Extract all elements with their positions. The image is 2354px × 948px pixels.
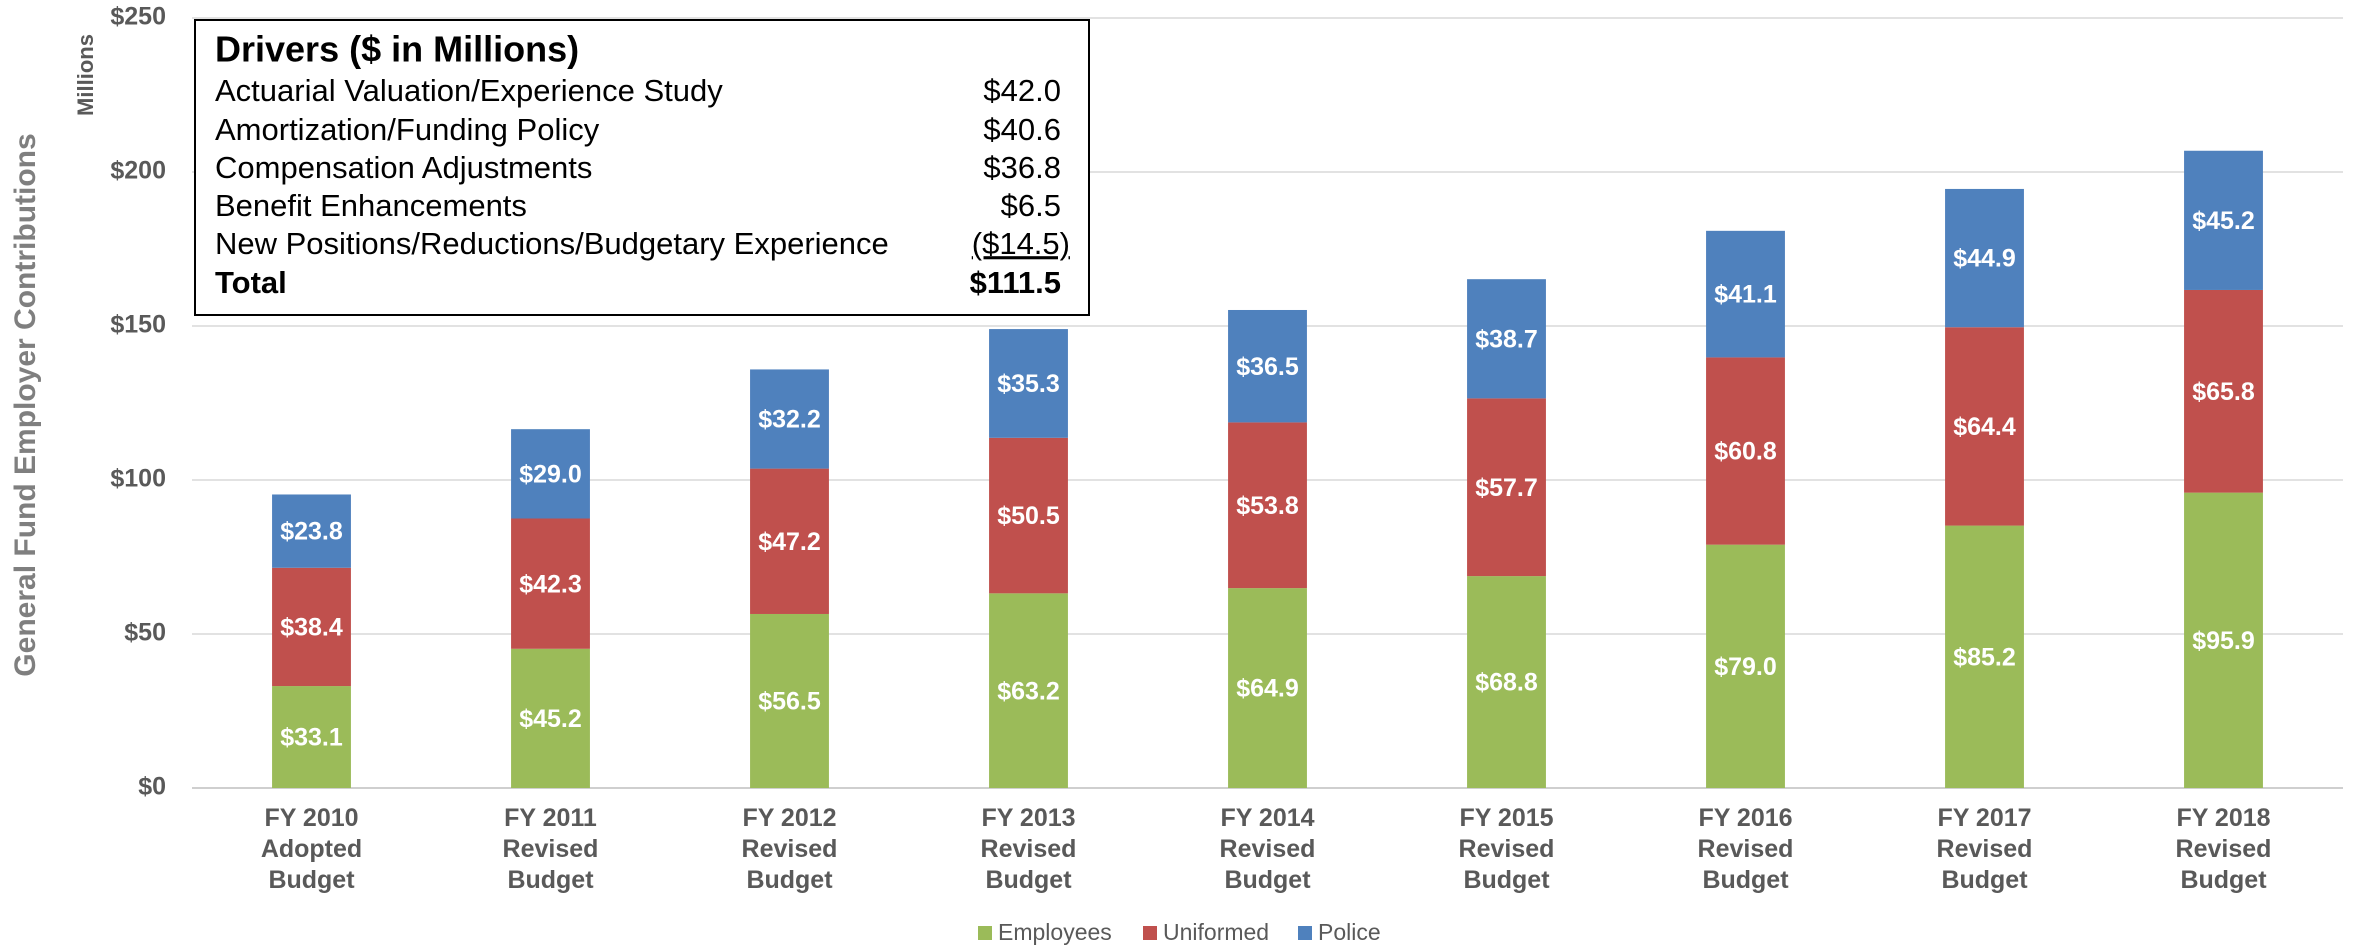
bar-segment: [272, 686, 351, 788]
value-label: $29.0: [519, 460, 582, 488]
x-tick-label: FY 2011 Revised Budget: [503, 804, 599, 894]
drivers-title: Drivers ($ in Millions): [215, 29, 579, 70]
y-axis-title: General Fund Employer Contributions: [9, 133, 42, 676]
value-label: $45.2: [519, 705, 582, 733]
value-label: $53.8: [1236, 492, 1299, 520]
x-tick-label: FY 2010 Adopted Budget: [261, 804, 362, 894]
bar-segment: [511, 518, 590, 649]
bar-segment: [750, 468, 829, 614]
bar-segment: [272, 494, 351, 568]
bar-segment: [750, 613, 829, 788]
y-tick-label: $0: [138, 773, 166, 801]
drivers-box: [194, 19, 1090, 316]
value-label: $45.2: [2192, 207, 2255, 235]
total-value: $111.5: [970, 265, 1061, 300]
driver-value: $42.0: [983, 73, 1061, 108]
bar-segment: [1945, 188, 2024, 328]
x-tick-label: FY 2014 Revised Budget: [1220, 804, 1316, 894]
value-label: $64.9: [1236, 675, 1299, 703]
legend-label: Uniformed: [1163, 919, 1269, 945]
x-tick-label: FY 2018 Revised Budget: [2176, 804, 2272, 894]
driver-label: New Positions/Reductions/Budgetary Exper…: [215, 226, 889, 261]
driver-label: Compensation Adjustments: [215, 150, 592, 185]
y-tick-label: $100: [110, 465, 166, 493]
bar-segment: [750, 369, 829, 469]
y-unit-label: Millions: [73, 34, 98, 116]
bar-segment: [2184, 289, 2263, 493]
y-tick-label: $250: [110, 3, 166, 31]
driver-value: $36.8: [983, 150, 1061, 185]
value-label: $65.8: [2192, 378, 2255, 406]
bar-segment: [2184, 492, 2263, 788]
value-label: $60.8: [1714, 438, 1777, 466]
value-label: $63.2: [997, 677, 1060, 705]
bar-segment: [1706, 544, 1785, 788]
value-label: $79.0: [1714, 653, 1777, 681]
bar-segment: [1945, 327, 2024, 526]
driver-value: $40.6: [983, 112, 1061, 147]
bar-segment: [1945, 525, 2024, 788]
bar-segment: [511, 429, 590, 519]
bar-segment: [1467, 279, 1546, 399]
bar-segment: [989, 593, 1068, 788]
value-label: $36.5: [1236, 353, 1299, 381]
legend-label: Police: [1318, 919, 1381, 945]
x-tick-label: FY 2016 Revised Budget: [1698, 804, 1794, 894]
bar-segment: [989, 329, 1068, 438]
x-tick-label: FY 2015 Revised Budget: [1459, 804, 1555, 894]
y-tick-label: $200: [110, 157, 166, 185]
driver-label: Benefit Enhancements: [215, 188, 527, 223]
legend-label: Employees: [998, 919, 1112, 945]
bar-segment: [989, 437, 1068, 594]
bar-segment: [1706, 357, 1785, 545]
x-tick-label: FY 2012 Revised Budget: [742, 804, 838, 894]
bar-segment: [1467, 576, 1546, 788]
legend-swatch: [978, 926, 992, 940]
x-tick-label: FY 2013 Revised Budget: [981, 804, 1077, 894]
legend-swatch: [1298, 926, 1312, 940]
bar-segment: [1706, 230, 1785, 358]
bar-segment: [1467, 398, 1546, 577]
value-label: $44.9: [1953, 245, 2016, 273]
x-tick-label: FY 2017 Revised Budget: [1937, 804, 2033, 894]
value-label: $47.2: [758, 528, 821, 556]
bar-segment: [272, 567, 351, 687]
value-label: $95.9: [2192, 627, 2255, 655]
y-tick-label: $50: [124, 619, 166, 647]
value-label: $33.1: [280, 724, 343, 752]
value-label: $57.7: [1475, 474, 1538, 502]
value-label: $56.5: [758, 688, 821, 716]
value-label: $41.1: [1714, 281, 1777, 309]
value-label: $35.3: [997, 370, 1060, 398]
bar-segment: [511, 648, 590, 788]
value-label: $38.7: [1475, 325, 1538, 353]
total-label: Total: [215, 265, 287, 300]
value-label: $68.8: [1475, 669, 1538, 697]
driver-label: Actuarial Valuation/Experience Study: [215, 73, 723, 108]
value-label: $38.4: [280, 614, 343, 642]
value-label: $23.8: [280, 518, 343, 546]
y-tick-label: $150: [110, 311, 166, 339]
legend-swatch: [1143, 926, 1157, 940]
value-label: $64.4: [1953, 413, 2016, 441]
bar-segment: [1228, 588, 1307, 788]
value-label: $42.3: [519, 570, 582, 598]
driver-value: $6.5: [1001, 188, 1061, 223]
value-label: $85.2: [1953, 643, 2016, 671]
value-label: $32.2: [758, 406, 821, 434]
bar-segment: [1228, 422, 1307, 589]
driver-label: Amortization/Funding Policy: [215, 112, 600, 147]
bar-segment: [1228, 309, 1307, 423]
value-label: $50.5: [997, 502, 1060, 530]
driver-value: ($14.5): [972, 226, 1070, 261]
bar-segment: [2184, 150, 2263, 290]
